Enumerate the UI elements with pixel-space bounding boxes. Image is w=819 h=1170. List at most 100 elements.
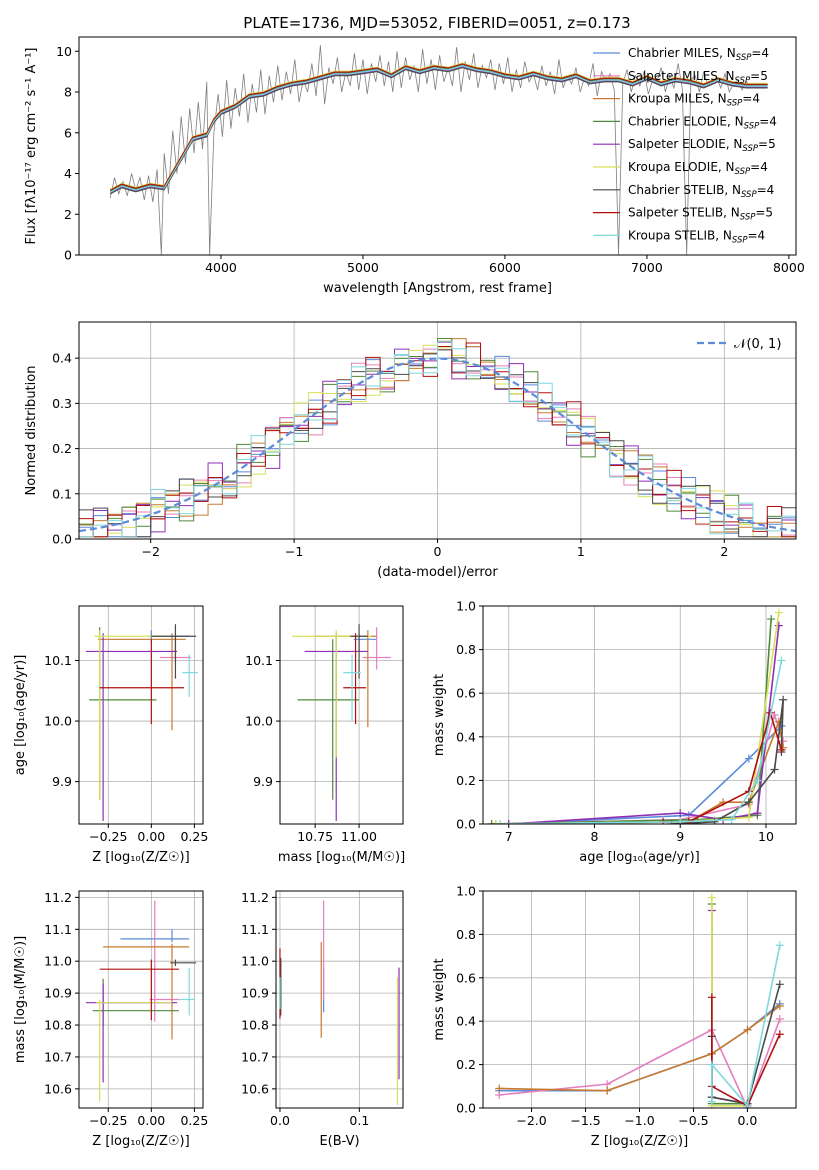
marker-kroupa-elodie — [491, 820, 500, 824]
x-tick-label: −1 — [285, 544, 303, 559]
x-tick-label: 6000 — [489, 260, 521, 275]
y-tick-label: 0.6 — [456, 686, 476, 701]
x-tick-label: 0.25 — [180, 829, 208, 844]
marker-chabrier-stelib — [770, 765, 779, 774]
marker-kroupa-stelib — [676, 817, 685, 824]
y-tick-label: 0 — [64, 248, 72, 263]
legend-label: Salpeter MILES, NSSP=5 — [628, 69, 768, 86]
y-tick-label: 9.9 — [253, 774, 273, 789]
y-tick-label: 9.9 — [52, 774, 72, 789]
y-tick-label: 0.0 — [456, 817, 476, 832]
x-axis-label: (data-model)/error — [377, 565, 498, 580]
marker-kroupa-miles — [775, 1002, 784, 1011]
x-tick-label: 7000 — [631, 260, 663, 275]
x-tick-label: −2.0 — [516, 1113, 546, 1128]
x-axis-label: age [log₁₀(age/yr)] — [579, 850, 700, 865]
histogram-kroupa-stelib — [79, 341, 796, 538]
series-salpeter-stelib — [711, 997, 781, 1107]
y-tick-label: 10.8 — [44, 1018, 72, 1033]
marker-kroupa-stelib — [496, 820, 505, 824]
y-tick-label: 6 — [64, 125, 72, 140]
legend: Chabrier MILES, NSSP=4 Salpeter MILES, NS… — [593, 46, 777, 245]
marker-kroupa-miles — [743, 1025, 752, 1034]
series-data-spectrum — [109, 45, 751, 255]
marker-kroupa-elodie — [744, 813, 753, 822]
histogram-kroupa-elodie — [79, 344, 796, 538]
y-tick-label: 10.6 — [44, 1081, 72, 1096]
axes-frame: 0.0 0.1 10.6 10.7 10.8 10.9 11.0 11.1 11.2 E(B-V) — [241, 890, 404, 1149]
y-tick-label: 0.8 — [456, 927, 476, 942]
marker-kroupa-stelib — [743, 1101, 752, 1108]
marker-salpeter-miles — [775, 1015, 784, 1024]
marker-chabrier-stelib — [710, 817, 719, 824]
y-tick-label: 11.2 — [44, 890, 72, 905]
legend-label: Kroupa ELODIE, NSSP=4 — [628, 160, 768, 177]
axes-frame: −0.25 0.00 0.25 10.6 10.7 10.8 10.9 11.0 11.1 11.… — [13, 890, 208, 1149]
marker-kroupa-elodie — [707, 893, 716, 902]
y-tick-label: 0.2 — [52, 441, 72, 456]
series-chabrier-miles — [508, 725, 782, 824]
chart-spectrum: 4000 5000 6000 7000 8000 0 2 4 6 8 10 wavelength [A… — [24, 36, 805, 296]
x-tick-label: 9 — [676, 829, 684, 844]
series-salpeter-elodie — [711, 910, 748, 1105]
legend-label: Salpeter ELODIE, NSSP=5 — [628, 137, 776, 154]
y-tick-label: 0.1 — [52, 486, 72, 501]
chart-age-vs-Z: −0.25 0.00 0.25 9.9 10.0 10.1 Z [log₁₀(Z/Z☉)] a… — [13, 605, 208, 865]
x-tick-label: 0.0 — [270, 1113, 290, 1128]
series-kroupa-stelib — [500, 660, 783, 824]
y-axis-label: age [log₁₀(age/yr)] — [13, 655, 28, 776]
x-tick-label: 10.75 — [297, 829, 333, 844]
y-tick-label: 0.4 — [456, 729, 476, 744]
plot-area — [495, 893, 784, 1108]
marker-kroupa-miles — [603, 1086, 612, 1095]
x-tick-label: 7 — [505, 829, 513, 844]
axes-frame: 4000 5000 6000 7000 8000 0 2 4 6 8 10 wavelength [A… — [24, 36, 805, 296]
y-tick-label: 10.1 — [245, 653, 273, 668]
marker-chabrier-stelib — [744, 798, 753, 807]
y-axis-label: Flux [fλ10⁻¹⁷ erg cm⁻² s⁻¹ A⁻¹] — [24, 48, 39, 245]
axes-box — [482, 605, 797, 825]
plot-area — [279, 900, 400, 1105]
legend-label: Chabrier MILES, NSSP=4 — [628, 46, 769, 63]
y-tick-label: 0.2 — [456, 1057, 476, 1072]
x-axis-label: Z [log₁₀(Z/Z☉)] — [591, 1134, 688, 1149]
axes-box — [78, 36, 797, 256]
x-tick-label: −0.5 — [678, 1113, 708, 1128]
marker-salpeter-stelib — [707, 993, 716, 1002]
x-axis-label: wavelength [Angstrom, rest frame] — [323, 281, 552, 296]
x-tick-label: 11.00 — [341, 829, 377, 844]
y-tick-label: 0.4 — [456, 1014, 476, 1029]
legend-label: Chabrier STELIB, NSSP=4 — [628, 183, 774, 200]
x-tick-label: 0.1 — [349, 1113, 369, 1128]
y-tick-label: 10.7 — [241, 1049, 269, 1064]
chart-weight-vs-Z: −2.0 −1.5 −1.0 −0.5 0.0 0.0 0.2 0.4 0.6 0.8 1.0 Z [… — [432, 884, 797, 1149]
marker-salpeter-stelib — [775, 1030, 784, 1039]
marker-chabrier-elodie — [487, 820, 496, 824]
x-axis-label: Z [log₁₀(Z/Z☉)] — [92, 1134, 189, 1149]
plot-area — [85, 624, 198, 821]
series-kroupa-elodie — [495, 612, 780, 824]
x-tick-label: 0.0 — [737, 1113, 757, 1128]
x-tick-label: 5000 — [347, 260, 379, 275]
marker-chabrier-stelib — [779, 695, 788, 704]
marker-salpeter-stelib — [777, 745, 786, 754]
gaussian-curve — [79, 357, 796, 533]
figure-title: PLATE=1736, MJD=53052, FIBERID=0051, z=0… — [243, 14, 630, 32]
y-tick-label: 0.6 — [456, 970, 476, 985]
y-tick-label: 2 — [64, 207, 72, 222]
marker-kroupa-miles — [495, 1084, 504, 1093]
marker-salpeter-elodie — [753, 809, 762, 818]
chart-mass-vs-ebv: 0.0 0.1 10.6 10.7 10.8 10.9 11.0 11.1 11.2 E(B-V) — [241, 890, 404, 1149]
plot-area — [292, 624, 391, 821]
marker-kroupa-stelib — [775, 941, 784, 950]
series-chabrier-elodie — [711, 904, 748, 1105]
legend-label: Kroupa MILES, NSSP=4 — [628, 92, 760, 109]
axes-box — [279, 605, 404, 825]
x-tick-label: −2 — [141, 544, 159, 559]
plot-area — [487, 608, 788, 824]
marker-chabrier-miles — [744, 754, 753, 763]
x-tick-label: −1.5 — [570, 1113, 600, 1128]
y-tick-label: 1.0 — [456, 884, 476, 899]
axes-frame: −2 −1 0 1 2 0.0 0.1 0.2 0.3 0.4 (data-model)/error… — [24, 321, 797, 580]
